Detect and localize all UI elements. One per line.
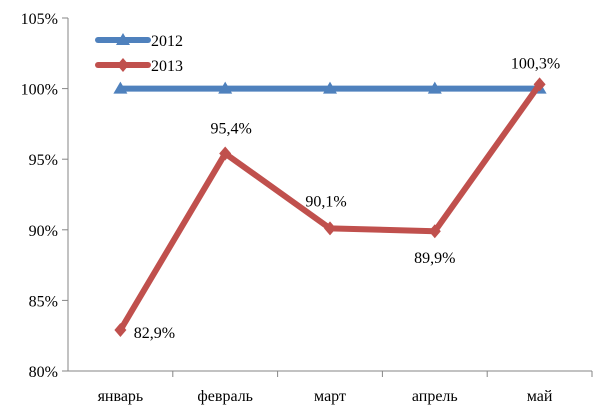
series-point-2013 <box>533 77 546 92</box>
series-point-2013 <box>428 224 441 239</box>
x-tick-label: январь <box>98 388 144 405</box>
series-point-2013 <box>219 146 232 161</box>
series-point-2013 <box>324 221 336 236</box>
legend-marker <box>117 58 129 72</box>
x-tick-label: апрель <box>412 388 458 405</box>
y-axis-ticks: 80% 85% 90% 95% 100% 105% <box>21 11 68 381</box>
y-tick-label: 90% <box>29 223 58 240</box>
series-point-2013 <box>114 323 127 338</box>
y-tick-label: 100% <box>21 82 58 99</box>
x-tick-label: февраль <box>197 388 253 405</box>
y-tick-label: 105% <box>21 11 58 28</box>
data-label: 95,4% <box>211 121 252 138</box>
y-tick-label: 80% <box>29 364 58 381</box>
series-point-2012 <box>218 81 233 94</box>
data-label: 90,1% <box>305 193 346 210</box>
series-layer <box>113 77 547 338</box>
data-labels: 82,9% 95,4% 90,1% 89,9% 100,3% <box>134 55 561 342</box>
series-point-2012 <box>427 81 442 94</box>
y-tick-label: 85% <box>29 293 58 310</box>
legend-marker <box>116 33 130 45</box>
axes <box>67 18 592 372</box>
x-tick-label: март <box>314 388 346 405</box>
legend-label-2012: 2012 <box>151 33 183 50</box>
data-label: 89,9% <box>414 250 455 267</box>
series-point-2012 <box>113 81 128 94</box>
data-label: 100,3% <box>511 55 560 72</box>
x-axis-ticks: январь февраль март апрель май <box>98 371 593 405</box>
series-point-2012 <box>323 81 337 94</box>
data-label: 82,9% <box>134 325 175 342</box>
legend-label-2013: 2013 <box>151 58 183 75</box>
legend: 2012 2013 <box>95 33 183 75</box>
y-tick-label: 95% <box>29 152 58 169</box>
x-tick-label: май <box>527 388 553 405</box>
